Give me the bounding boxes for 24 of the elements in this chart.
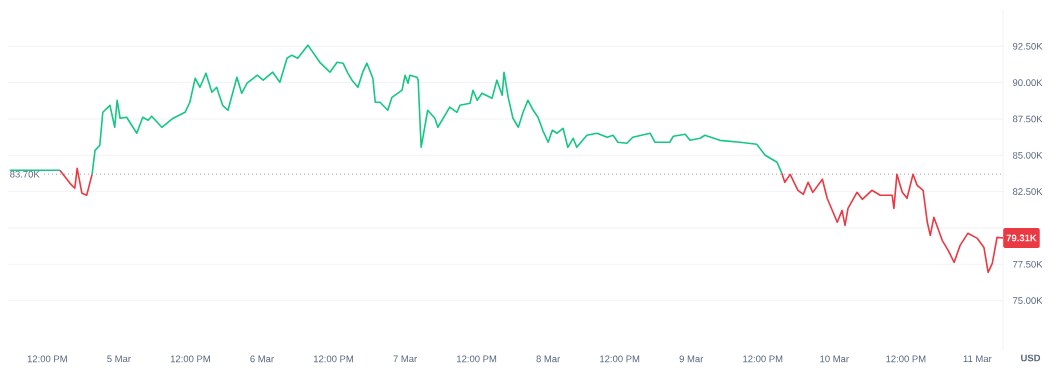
x-tick-label: 5 Mar bbox=[107, 355, 131, 363]
y-tick-label: 82.50K bbox=[1012, 188, 1043, 195]
x-tick-label: 9 Mar bbox=[679, 355, 704, 363]
x-tick-label: 12:00 PM bbox=[27, 355, 67, 363]
annotation: 79.31K bbox=[1006, 234, 1037, 242]
x-tick-label: 12:00 PM bbox=[313, 355, 353, 363]
x-tick-label: 12:00 PM bbox=[170, 355, 210, 363]
x-tick-label: 12:00 PM bbox=[886, 355, 926, 363]
x-tick-label: 11 Mar bbox=[963, 355, 992, 363]
x-tick-label: 7 Mar bbox=[393, 355, 417, 363]
y-axis-title: USD bbox=[1021, 354, 1041, 362]
x-tick-label: 12:00 PM bbox=[457, 355, 497, 363]
ref-line-label: 83.70K bbox=[10, 170, 40, 178]
y-tick-label: 85.00K bbox=[1012, 151, 1043, 159]
x-tick-label: 10 Mar bbox=[820, 355, 849, 363]
x-tick-label: 12:00 PM bbox=[600, 355, 640, 363]
y-tick-label: 92.50K bbox=[1012, 42, 1043, 50]
y-tick-label: 75.00K bbox=[1013, 297, 1043, 304]
y-tick-label: 87.50K bbox=[1012, 115, 1043, 123]
x-tick-label: 12:00 PM bbox=[743, 355, 783, 363]
x-tick-label: 8 Mar bbox=[536, 355, 561, 363]
y-tick-label: 77.50K bbox=[1013, 260, 1043, 268]
y-tick-label: 90.00K bbox=[1012, 79, 1043, 86]
x-tick-label: 6 Mar bbox=[250, 355, 274, 363]
